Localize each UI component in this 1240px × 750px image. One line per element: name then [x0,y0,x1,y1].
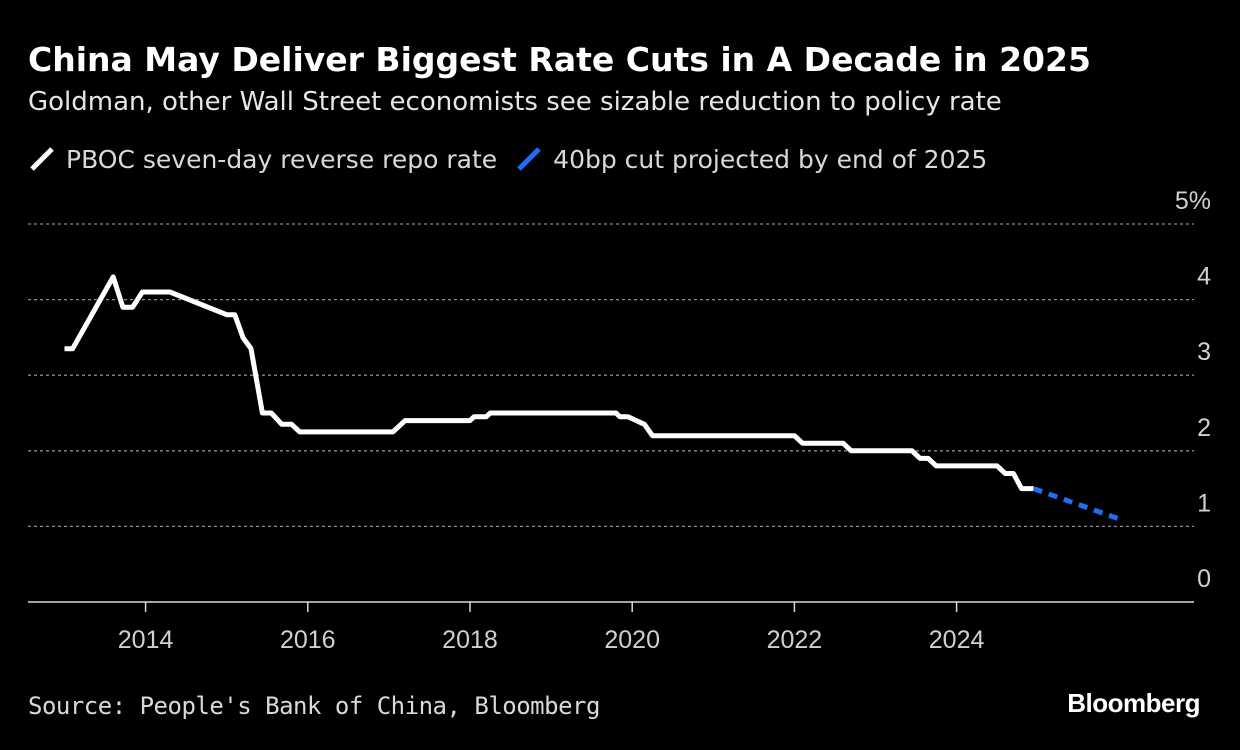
x-tick-label: 2016 [280,626,336,654]
gridlines [28,223,1194,528]
y-axis-labels: 0 1 2 3 4 5% [1175,187,1211,593]
x-axis: 2014 2016 2018 2020 2022 2024 [28,601,1194,654]
blue-line-swatch-icon [517,147,541,171]
y-tick-label: 4 [1197,263,1211,291]
x-tick-label: 2014 [118,626,174,654]
chart-subtitle: Goldman, other Wall Street economists se… [28,87,1002,117]
x-tick-label: 2022 [767,626,823,654]
y-tick-label: 3 [1197,338,1211,366]
x-tick-label: 2018 [442,626,498,654]
legend-label-pboc-rate: PBOC seven-day reverse repo rate [66,144,498,174]
chart-title: China May Deliver Biggest Rate Cuts in A… [28,40,1091,79]
legend-item-pboc-rate: PBOC seven-day reverse repo rate [28,145,497,174]
y-tick-label: 1 [1197,489,1211,517]
series-line-pboc-rate [64,274,1034,492]
solid-line-swatch-icon [30,147,54,171]
y-tick-label: 2 [1197,414,1211,442]
x-tick-label: 2024 [929,626,985,654]
x-tick-label: 2020 [604,626,660,654]
legend-item-projected-cut: 40bp cut projected by end of 2025 [515,145,987,174]
y-tick-label: 0 [1197,565,1211,593]
series-lines [64,274,1120,522]
series-line-projected-cut [1032,486,1120,522]
bloomberg-logo: Bloomberg [1067,688,1200,718]
legend: PBOC seven-day reverse repo rate 40bp cu… [28,142,1005,176]
y-tick-label: 5% [1175,187,1211,215]
source-note: Source: People's Bank of China, Bloomber… [28,692,600,720]
legend-label-projected-cut: 40bp cut projected by end of 2025 [553,144,988,174]
